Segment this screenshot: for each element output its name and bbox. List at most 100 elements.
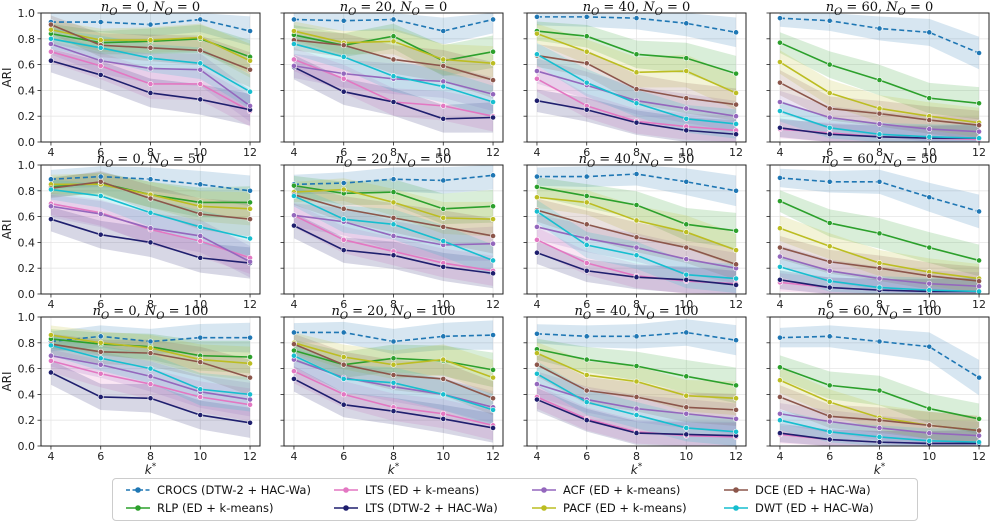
data-point [97,231,104,238]
data-point [197,16,204,23]
data-point [197,224,204,230]
data-point [440,102,447,109]
data-point [197,386,204,393]
data-point [48,216,54,223]
data-point [197,238,204,245]
data-point [340,236,347,243]
data-point [683,329,690,336]
confidence-band [50,33,251,122]
legend-label: DWT (ED + HAC-Wa) [755,501,874,515]
data-point [490,216,496,223]
legend-label: ACF (ED + k-means) [563,483,681,497]
confidence-band [50,15,251,88]
data-point [390,214,397,221]
data-point [147,373,154,380]
data-point [876,434,883,440]
data-point [583,387,590,394]
x-tick-label: 10 [193,146,207,159]
legend-swatch [334,505,358,511]
data-point [197,334,204,341]
y-tick-label: 0.8 [18,337,36,350]
x-tick-label: 10 [193,298,207,311]
x-tick-label: 12 [486,298,500,311]
data-point [48,41,54,47]
data-point [583,242,590,248]
x-tick-label: 10 [922,146,936,159]
data-point [534,249,540,256]
data-point [534,361,540,368]
data-point [197,47,204,54]
x-tick-label: 10 [679,450,693,463]
confidence-band [536,65,737,142]
data-point [340,401,347,408]
data-point [826,382,833,389]
confidence-band [536,23,737,110]
data-point [777,15,783,22]
data-point [876,425,883,431]
y-axis-label: ARI [0,371,14,391]
data-point [826,278,833,284]
data-point [733,275,739,282]
x-tick-label: 12 [972,298,986,311]
data-point [733,382,739,389]
data-point [147,225,154,232]
y-tick-label: 0.6 [18,363,36,376]
y-tick-label: 0.0 [18,136,36,149]
x-tick-label: 8 [633,146,640,159]
y-tick-label: 0.8 [18,33,36,46]
data-point [534,97,540,104]
data-point [976,427,982,434]
x-tick-label: 10 [436,298,450,311]
data-point [777,364,783,371]
data-point [490,16,496,23]
data-point [976,439,982,446]
data-point [340,186,347,193]
data-point [733,247,739,254]
data-point [583,399,590,406]
data-point [147,55,154,62]
data-point [826,61,833,68]
y-tick-label: 0.0 [18,288,36,301]
data-point [247,258,253,265]
data-point [583,333,590,340]
data-point [440,62,447,69]
data-point [777,225,783,232]
data-point [247,360,253,367]
data-point [876,284,883,291]
x-tick-label: 10 [922,450,936,463]
data-point [683,105,690,112]
confidence-band [293,320,494,355]
data-point [876,230,883,237]
data-point [683,425,690,431]
confidence-band [779,13,980,70]
x-tick-label: 6 [340,146,347,159]
data-point [247,396,253,403]
legend-item-pacf: PACF (ED + k-means) [531,501,687,515]
data-point [390,372,397,378]
data-point [97,19,104,25]
legend-label: CROCS (DTW-2 + HAC-Wa) [157,483,311,497]
confidence-band [50,171,251,237]
data-point [976,50,982,56]
legend: CROCS (DTW-2 + HAC-Wa) RLP (ED + k-means)… [112,478,918,521]
data-point [197,96,204,103]
chart-panel: 4 6 8 10 12 k* nO = 40, NO = 100 [523,304,747,476]
data-point [440,115,447,122]
data-point [826,114,833,121]
x-tick-label: 10 [436,450,450,463]
data-point [583,193,590,199]
data-point [197,359,204,366]
data-point [440,177,447,184]
data-point [733,70,739,77]
y-tick-label: 0.2 [18,110,36,123]
data-point [926,430,933,436]
data-point [826,220,833,226]
x-tick-label: 4 [533,450,540,463]
data-point [247,187,253,194]
data-point [390,361,397,368]
data-point [583,48,590,55]
x-tick-label: 6 [97,298,104,311]
data-point [490,366,496,373]
data-point [390,233,397,239]
data-point [247,28,253,34]
